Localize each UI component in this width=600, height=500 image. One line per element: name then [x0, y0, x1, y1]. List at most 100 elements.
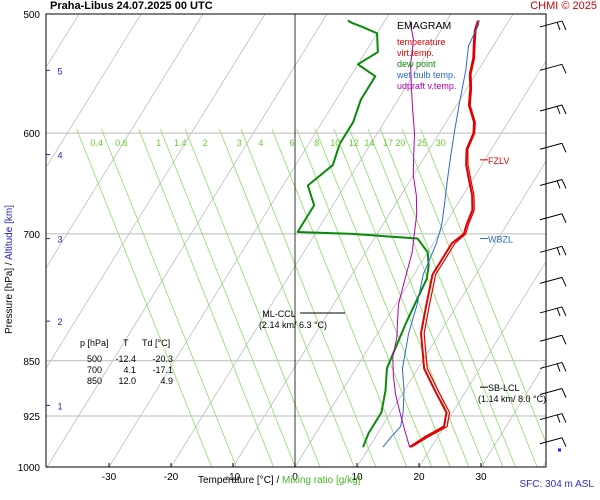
isotherm-line	[46, 13, 80, 67]
x-tick-label: -20	[164, 472, 179, 483]
wind-barb-shaft	[539, 437, 563, 445]
wind-barb-shaft	[539, 20, 563, 28]
x-tick-label: 20	[413, 472, 425, 483]
wind-barb-flag	[556, 105, 561, 115]
mixing-ratio-line	[271, 128, 408, 468]
wind-barb-shaft	[539, 63, 563, 71]
wind-barb-shaft	[539, 213, 563, 221]
wind-barb-flag	[561, 277, 567, 287]
mixing-ratio-line	[420, 128, 546, 442]
mixing-ratio-line	[314, 128, 451, 468]
table-cell: 12.0	[118, 376, 136, 386]
mixing-ratio-line	[380, 128, 516, 468]
wind-barb-shaft	[539, 142, 563, 150]
mixing-ratio-label: 30	[436, 138, 446, 148]
wind-barb-flag	[561, 362, 567, 372]
legend-temperature: temperature	[397, 37, 446, 47]
wind-barb-flag	[561, 20, 567, 31]
surface-elevation-note: SFC: 304 m ASL	[519, 479, 594, 490]
mixing-ratio-line	[401, 128, 538, 468]
temperature-axis: -30 -20 -10 0 10 20 30	[102, 463, 487, 483]
legend-updraft: udpraft v.temp.	[397, 81, 456, 91]
mixing-ratio-label: 25	[417, 138, 427, 148]
series-line-3	[382, 20, 480, 448]
copyright-label: CHMI © 2025	[530, 0, 597, 12]
pressure-lines	[46, 132, 546, 417]
table-cell: 4.1	[123, 365, 136, 375]
x-tick-label: 10	[351, 472, 363, 483]
wind-barb-shaft	[539, 178, 563, 186]
table-cell: 4.9	[160, 376, 173, 386]
wind-barb-flag	[561, 413, 567, 423]
wind-barb-flag	[556, 247, 561, 256]
series-line-2	[296, 19, 430, 448]
mixing-ratio-line	[76, 128, 212, 468]
wind-barb-flag	[561, 179, 567, 189]
wind-barb-shaft	[539, 388, 563, 395]
wind-barb-shaft	[539, 334, 563, 342]
pressure-tick-label: 1000	[18, 463, 41, 474]
surface-wind-marker	[558, 448, 561, 452]
wind-barb-shaft	[539, 413, 563, 421]
mixing-ratio-label: 2	[203, 138, 208, 148]
altitude-tick-label: 1	[57, 401, 62, 411]
profile-series	[296, 19, 480, 448]
wind-barb-flag	[561, 388, 567, 398]
wind-barb-shaft	[539, 361, 563, 369]
mixing-ratio-label: 14	[364, 138, 374, 148]
pressure-axis: 500 600 700 850 925 1000	[18, 10, 41, 474]
pressure-tick-label: 600	[23, 129, 40, 140]
table-cell: 700	[87, 365, 102, 375]
ml-ccl-label: ML-CCL	[262, 309, 296, 319]
isotherm-line	[45, 13, 204, 268]
wind-barb-flag	[556, 180, 561, 189]
mixing-ratio-line	[138, 128, 274, 468]
altitude-axis: 1 2 3 4 5	[46, 66, 63, 411]
isotherm-line	[108, 13, 390, 468]
chart-title: EMAGRAM	[397, 20, 451, 32]
altitude-tick-label: 5	[57, 66, 62, 76]
table-cell: -17.1	[152, 365, 173, 375]
wind-barb-flag	[561, 246, 567, 256]
table-cell: -12.4	[115, 354, 136, 364]
pressure-tick-label: 850	[23, 357, 40, 368]
isotherm-line	[480, 362, 546, 468]
mixing-ratio-label: 6	[289, 138, 294, 148]
table-header-td: Td [°C]	[142, 338, 170, 348]
mixing-ratio-line	[218, 128, 355, 468]
legend-virt-temp: virt.temp.	[397, 48, 434, 58]
mixing-ratio-label: 12	[349, 138, 359, 148]
mixing-ratio-label: 20	[395, 138, 405, 148]
wind-barbs	[539, 20, 567, 452]
isotherm-line	[418, 262, 546, 468]
y-axis-title: Pressure [hPa] / Altitude [km]	[4, 205, 15, 334]
wind-barb-flag	[556, 307, 561, 317]
wind-barb-flag	[556, 21, 561, 31]
mixing-ratio-line	[184, 128, 321, 468]
pressure-tick-label: 500	[23, 10, 40, 21]
isotherm-line	[170, 13, 452, 468]
mixing-ratio-line	[296, 128, 433, 468]
wind-barb-shaft	[539, 104, 563, 112]
x-tick-label: -30	[102, 472, 117, 483]
x-tick-label: 30	[475, 472, 487, 483]
sb-lcl-label: SB-LCL	[488, 383, 520, 393]
mixing-ratio-line	[240, 128, 377, 468]
wind-barb-flag	[561, 437, 567, 447]
mixing-ratio-lines	[76, 128, 546, 468]
altitude-tick-label: 4	[57, 151, 62, 161]
table-cell: 850	[87, 376, 102, 386]
ml-ccl-sublabel: (2.14 km/ 6.3 °C)	[259, 320, 327, 330]
altitude-tick-label: 2	[57, 317, 62, 327]
isotherm-line	[46, 13, 266, 368]
plot-frame	[45, 13, 547, 468]
mixing-ratio-label: 8	[314, 138, 319, 148]
wbzl-label: WBZL	[488, 235, 513, 245]
isotherm-line	[294, 61, 546, 468]
table-header-p: p [hPa]	[80, 338, 109, 348]
mixing-ratio-label: 3	[237, 138, 242, 148]
legend-dew-point: dew point	[397, 59, 436, 69]
isotherm-line	[542, 462, 547, 468]
pressure-tick-label: 925	[23, 412, 40, 423]
